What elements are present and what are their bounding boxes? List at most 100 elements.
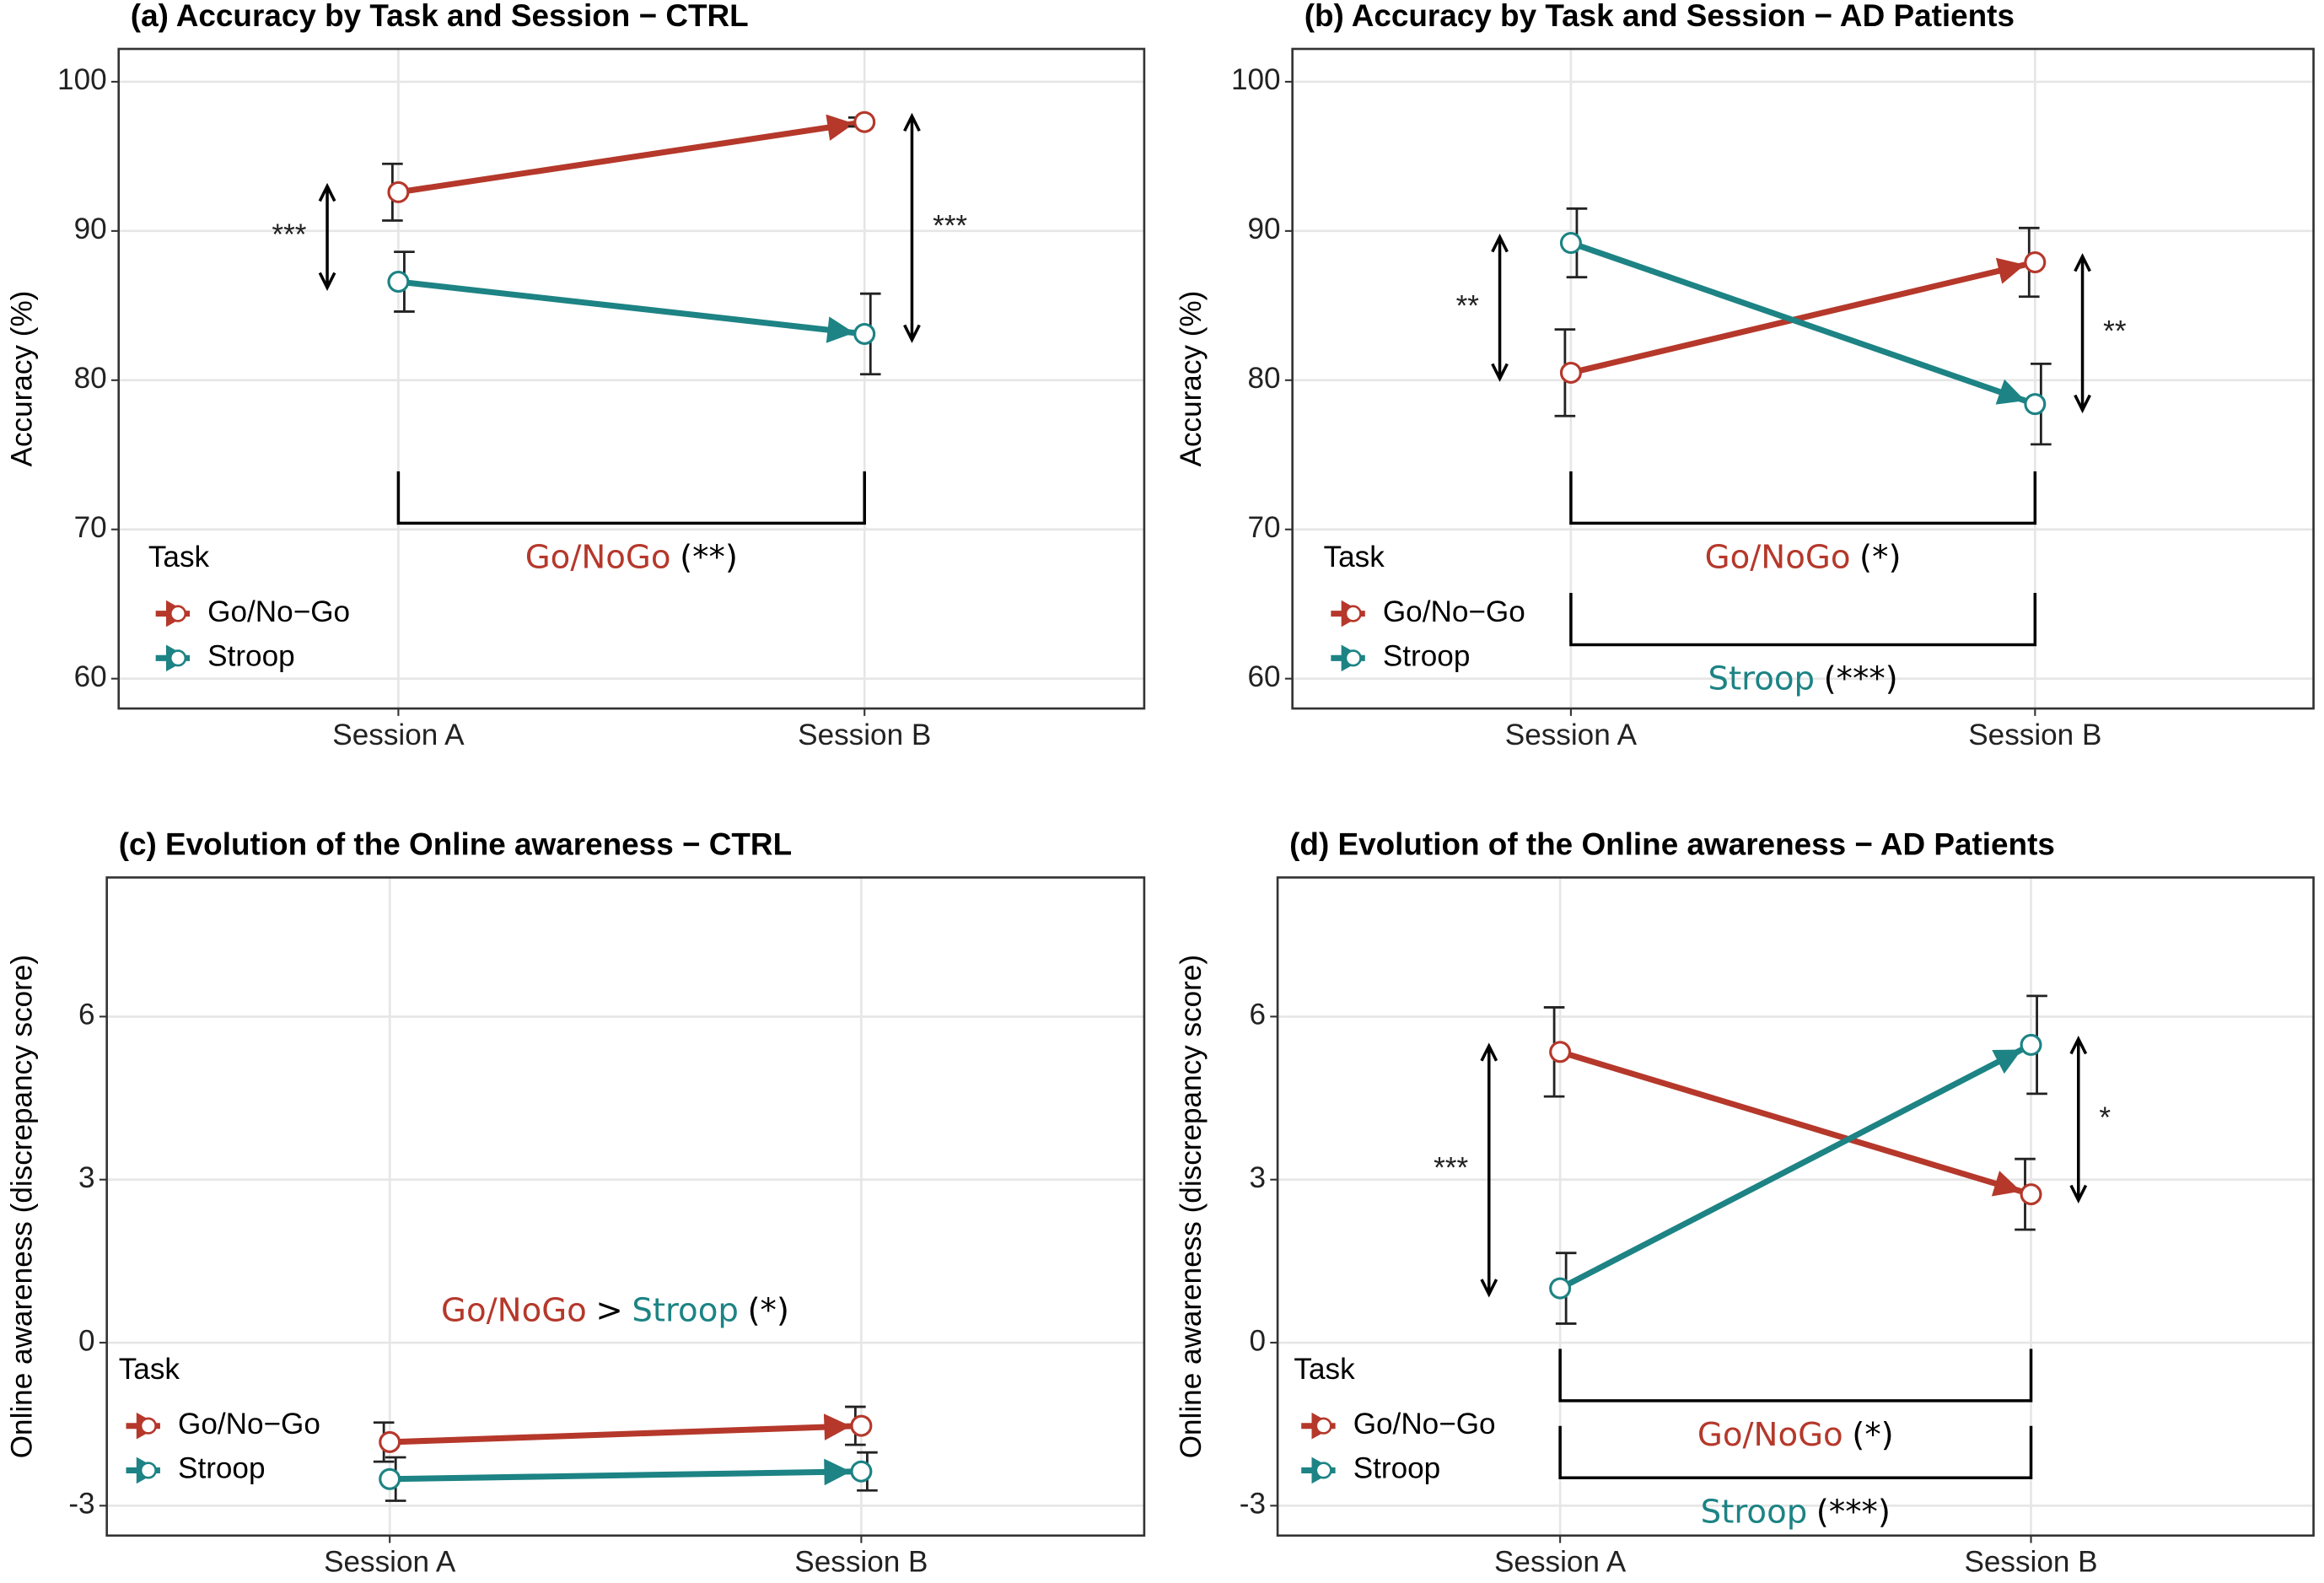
chart-title: (a) Accuracy by Task and Session − CTRL: [131, 0, 749, 33]
point: [853, 110, 876, 133]
significance-arrow: [903, 112, 921, 343]
y-tick-label: 100: [1231, 63, 1281, 96]
series-line: [390, 1468, 862, 1483]
annotation: Go/NoGo (*): [1705, 538, 1902, 576]
significance-arrow: [1491, 234, 1509, 382]
series-line: [1559, 1048, 2032, 1198]
point: [1559, 232, 1582, 255]
plot-background: [106, 877, 1144, 1536]
y-tick-label: 0: [78, 1324, 95, 1357]
y-axis-label: Accuracy (%): [6, 291, 39, 467]
point: [850, 1460, 873, 1483]
point: [1559, 361, 1582, 384]
chart-title: (b) Accuracy by Task and Session − AD Pa…: [1305, 0, 2015, 33]
bracket: [1569, 592, 2037, 647]
legend-point: [1315, 1462, 1332, 1479]
series-line: [390, 1423, 862, 1446]
y-tick-label: -3: [1240, 1488, 1266, 1521]
chart-title: (c) Evolution of the Online awareness − …: [119, 826, 792, 861]
y-tick-label: -3: [68, 1488, 94, 1521]
plot-frame: [105, 876, 1146, 1537]
significance-label: ***: [1434, 1152, 1468, 1185]
arrowhead: [1995, 379, 2025, 405]
legend-title: Task: [148, 541, 210, 573]
series-line: [1570, 259, 2036, 376]
y-axis-label: Accuracy (%): [1175, 291, 1208, 467]
significance-label: ***: [933, 210, 967, 243]
legend-label: Go/No−Go: [207, 595, 350, 628]
legend-label: Stroop: [1353, 1452, 1441, 1485]
annotation-part: (**): [680, 538, 738, 576]
x-tick-label: Session A: [1494, 1545, 1627, 1578]
chart-title: (d) Evolution of the Online awareness − …: [1289, 826, 2055, 861]
bracket: [1569, 471, 2037, 525]
series-line: [1569, 240, 2036, 407]
point: [853, 322, 876, 345]
plot-background: [1292, 48, 2314, 709]
legend-point: [1344, 649, 1362, 667]
legend-label: Stroop: [1383, 640, 1471, 673]
annotation: Stroop (***): [1708, 660, 1897, 697]
point: [379, 1430, 401, 1453]
x-tick-label: Session B: [1968, 719, 2101, 751]
y-tick-label: 80: [74, 362, 107, 395]
y-tick-label: 100: [57, 63, 107, 96]
x-tick-label: Session B: [794, 1545, 928, 1578]
point: [850, 1414, 873, 1437]
significance-arrow: [2074, 253, 2091, 414]
point: [1549, 1277, 1572, 1300]
arrowhead: [1992, 1049, 2022, 1074]
annotation-part: >: [595, 1291, 622, 1329]
significance-arrow: [2069, 1035, 2088, 1204]
y-axis-label: Online awareness (discrepancy score): [6, 955, 39, 1458]
legend-label: Go/No−Go: [1383, 595, 1525, 628]
y-axis-label: Online awareness (discrepancy score): [1175, 955, 1208, 1458]
series-line: [398, 278, 865, 337]
annotation-part: Go/NoGo: [441, 1291, 587, 1329]
legend-label: Stroop: [207, 640, 295, 673]
annotation-part: (*): [747, 1291, 789, 1329]
legend-point: [139, 1417, 157, 1435]
y-tick-label: 3: [78, 1161, 95, 1194]
plot-frame: [117, 47, 1146, 710]
annotation-part: (*): [1852, 1416, 1894, 1454]
annotation: Go/NoGo (*): [1697, 1416, 1894, 1454]
arrowhead: [823, 1413, 852, 1440]
y-tick-label: 80: [1248, 362, 1281, 395]
annotation-part: Go/NoGo: [525, 538, 671, 576]
y-tick-label: 70: [1248, 511, 1281, 544]
x-tick-label: Session A: [324, 1545, 456, 1578]
bracket: [1558, 1425, 2033, 1479]
legend-label: Go/No−Go: [1353, 1408, 1496, 1440]
significance-arrow: [318, 182, 336, 291]
x-tick-label: Session B: [798, 719, 931, 751]
x-tick-label: Session B: [1964, 1545, 2097, 1578]
y-tick-label: 70: [74, 511, 107, 544]
annotation-part: Stroop: [1708, 660, 1815, 697]
bracket: [1558, 1349, 2033, 1403]
point: [2020, 1183, 2042, 1206]
annotation-part: Stroop: [1701, 1493, 1808, 1531]
arrowhead: [826, 316, 854, 343]
series-line: [397, 119, 865, 196]
legend-point: [139, 1462, 157, 1479]
arrowhead: [1995, 257, 2025, 284]
significance-label: ***: [272, 218, 306, 251]
plot-frame: [1276, 876, 2315, 1537]
x-tick-label: Session A: [332, 719, 465, 751]
annotation-part: Stroop: [632, 1291, 739, 1329]
arrowhead: [826, 114, 855, 141]
legend-label: Stroop: [178, 1452, 265, 1485]
y-tick-label: 90: [1248, 213, 1281, 245]
plot-background: [1278, 877, 2314, 1536]
annotation: Go/NoGo (**): [525, 538, 738, 576]
annotation-part: (***): [1824, 660, 1898, 697]
legend-title: Task: [1324, 541, 1385, 573]
significance-label: *: [2099, 1101, 2111, 1134]
x-tick-label: Session A: [1505, 719, 1638, 751]
significance-label: **: [1456, 289, 1480, 322]
point: [379, 1467, 401, 1490]
point: [387, 271, 410, 293]
point: [2020, 1033, 2042, 1056]
bracket: [396, 471, 866, 525]
